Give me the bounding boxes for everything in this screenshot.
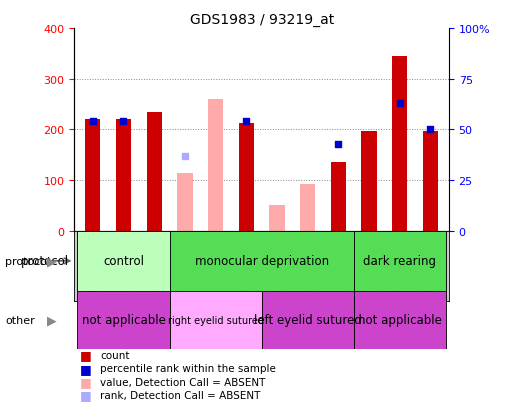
- Bar: [77, 291, 169, 349]
- Text: GSM101691: GSM101691: [303, 239, 312, 294]
- Text: protocol: protocol: [21, 255, 69, 268]
- Text: GSM101692: GSM101692: [334, 239, 343, 294]
- Text: percentile rank within the sample: percentile rank within the sample: [100, 363, 276, 373]
- Text: GSM101695: GSM101695: [242, 239, 251, 294]
- Text: GSM101699: GSM101699: [426, 239, 435, 294]
- Text: GSM101698: GSM101698: [395, 239, 404, 294]
- Bar: [85, 120, 101, 231]
- Text: GSM101701: GSM101701: [88, 239, 97, 294]
- Text: ▶: ▶: [47, 313, 56, 327]
- Point: [89, 119, 97, 125]
- Bar: [77, 231, 169, 291]
- Text: GSM101693: GSM101693: [181, 239, 189, 294]
- Text: ■: ■: [80, 388, 91, 401]
- Bar: [147, 112, 162, 231]
- Point: [181, 153, 189, 160]
- Text: GSM101690: GSM101690: [272, 239, 282, 294]
- Point: [334, 141, 343, 147]
- Text: GSM101697: GSM101697: [365, 239, 373, 294]
- Text: right eyelid sutured: right eyelid sutured: [168, 315, 264, 325]
- Text: value, Detection Call = ABSENT: value, Detection Call = ABSENT: [100, 377, 265, 387]
- Point: [426, 127, 435, 133]
- Bar: [354, 231, 446, 291]
- Bar: [262, 291, 354, 349]
- Bar: [269, 206, 285, 231]
- Text: count: count: [100, 350, 130, 360]
- Text: not applicable: not applicable: [82, 313, 165, 327]
- Text: dark rearing: dark rearing: [363, 255, 436, 268]
- Bar: [331, 163, 346, 231]
- Bar: [423, 132, 438, 231]
- Text: not applicable: not applicable: [358, 313, 442, 327]
- Bar: [208, 100, 223, 231]
- Point: [120, 119, 128, 125]
- Text: ■: ■: [80, 362, 91, 375]
- Point: [396, 100, 404, 107]
- Bar: [239, 123, 254, 231]
- Text: other: other: [5, 315, 35, 325]
- Point: [242, 119, 250, 125]
- Bar: [354, 291, 446, 349]
- Text: ■: ■: [80, 349, 91, 362]
- Bar: [116, 120, 131, 231]
- Text: ▶: ▶: [47, 255, 56, 268]
- Text: GSM101702: GSM101702: [119, 239, 128, 294]
- Bar: [361, 132, 377, 231]
- Text: ■: ■: [80, 375, 91, 388]
- Bar: [169, 231, 354, 291]
- Text: protocol: protocol: [5, 256, 50, 266]
- Text: GSM101694: GSM101694: [211, 239, 220, 294]
- Bar: [300, 184, 315, 231]
- Text: monocular deprivation: monocular deprivation: [194, 255, 329, 268]
- Bar: [392, 57, 407, 231]
- Title: GDS1983 / 93219_at: GDS1983 / 93219_at: [189, 12, 334, 26]
- Bar: [169, 291, 262, 349]
- Text: left eyelid sutured: left eyelid sutured: [254, 313, 362, 327]
- Bar: [177, 173, 192, 231]
- Text: rank, Detection Call = ABSENT: rank, Detection Call = ABSENT: [100, 390, 261, 400]
- Text: GSM101703: GSM101703: [150, 239, 159, 294]
- Text: control: control: [103, 255, 144, 268]
